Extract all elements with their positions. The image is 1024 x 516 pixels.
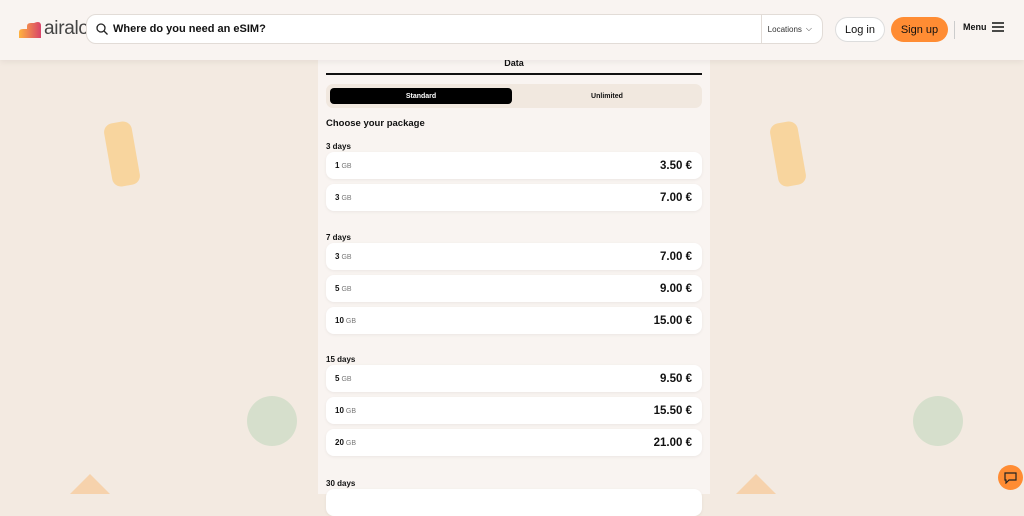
menu-button[interactable]: Menu xyxy=(963,22,1004,32)
price: 15.50 € xyxy=(653,404,692,417)
data-amount: 3 GB xyxy=(335,193,352,202)
price: 7.00 € xyxy=(660,191,692,204)
package-option[interactable]: 20 GB 21.00 € xyxy=(326,429,702,456)
decorative-shape-orange xyxy=(104,121,140,187)
search-input[interactable]: Where do you need an eSIM? xyxy=(113,23,266,35)
search-icon xyxy=(96,23,108,35)
decorative-shape-orange xyxy=(770,121,806,187)
data-unit: GB xyxy=(345,318,357,325)
data-unit: GB xyxy=(341,376,352,383)
package-option[interactable]: 1 GB 3.50 € xyxy=(326,152,702,179)
locations-dropdown[interactable]: Locations ⌵ xyxy=(760,15,822,43)
package-option[interactable]: 10 GB 15.00 € xyxy=(326,307,702,334)
segment-standard[interactable]: Standard xyxy=(330,88,512,104)
data-amount: 10 GB xyxy=(335,316,357,325)
price: 15.00 € xyxy=(653,314,692,327)
group-label: 15 days xyxy=(326,355,356,364)
price: 9.00 € xyxy=(660,282,692,295)
price: 9.50 € xyxy=(660,372,692,385)
data-amount: 5 GB xyxy=(335,284,352,293)
search-bar[interactable]: Where do you need an eSIM? Locations ⌵ xyxy=(86,14,823,44)
airalo-logo[interactable]: airalo xyxy=(19,18,89,40)
group-label: 3 days xyxy=(326,142,351,151)
divider xyxy=(954,21,955,39)
data-unit: GB xyxy=(345,408,357,415)
data-unit: GB xyxy=(341,195,352,202)
chat-button[interactable] xyxy=(998,465,1023,490)
chat-icon xyxy=(1004,471,1017,484)
data-unit: GB xyxy=(341,254,352,261)
price: 21.00 € xyxy=(653,436,692,449)
plan-type-toggle: Standard Unlimited xyxy=(326,84,702,108)
price: 3.50 € xyxy=(660,159,692,172)
decorative-circle-green xyxy=(913,396,963,446)
package-panel: Data Standard Unlimited Choose your pack… xyxy=(318,55,710,516)
data-unit: GB xyxy=(341,163,352,170)
group-label: 7 days xyxy=(326,233,351,242)
decorative-triangle xyxy=(70,474,110,494)
package-option[interactable]: 3 GB 7.00 € xyxy=(326,184,702,211)
section-title: Choose your package xyxy=(326,118,425,129)
logo-icon xyxy=(19,22,41,38)
tab-underline xyxy=(326,73,702,75)
signup-button[interactable]: Sign up xyxy=(891,17,948,42)
package-option[interactable]: 10 GB 15.50 € xyxy=(326,397,702,424)
data-unit: GB xyxy=(341,286,352,293)
decorative-circle-green xyxy=(247,396,297,446)
data-unit: GB xyxy=(345,440,357,447)
package-option[interactable] xyxy=(326,489,702,516)
data-amount: 3 GB xyxy=(335,252,352,261)
price: 7.00 € xyxy=(660,250,692,263)
decorative-triangle xyxy=(736,474,776,494)
chevron-down-icon: ⌵ xyxy=(805,24,812,33)
group-label: 30 days xyxy=(326,479,356,488)
package-option[interactable]: 5 GB 9.50 € xyxy=(326,365,702,392)
tab-data[interactable]: Data xyxy=(504,58,524,68)
data-amount: 10 GB xyxy=(335,406,357,415)
data-amount: 20 GB xyxy=(335,438,357,447)
header: airalo Where do you need an eSIM? Locati… xyxy=(0,0,1024,60)
data-amount: 1 GB xyxy=(335,161,352,170)
login-button[interactable]: Log in xyxy=(835,17,885,42)
data-amount: 5 GB xyxy=(335,374,352,383)
package-option[interactable]: 3 GB 7.00 € xyxy=(326,243,702,270)
hamburger-icon xyxy=(991,22,1004,32)
package-option[interactable]: 5 GB 9.00 € xyxy=(326,275,702,302)
segment-unlimited[interactable]: Unlimited xyxy=(591,92,623,100)
